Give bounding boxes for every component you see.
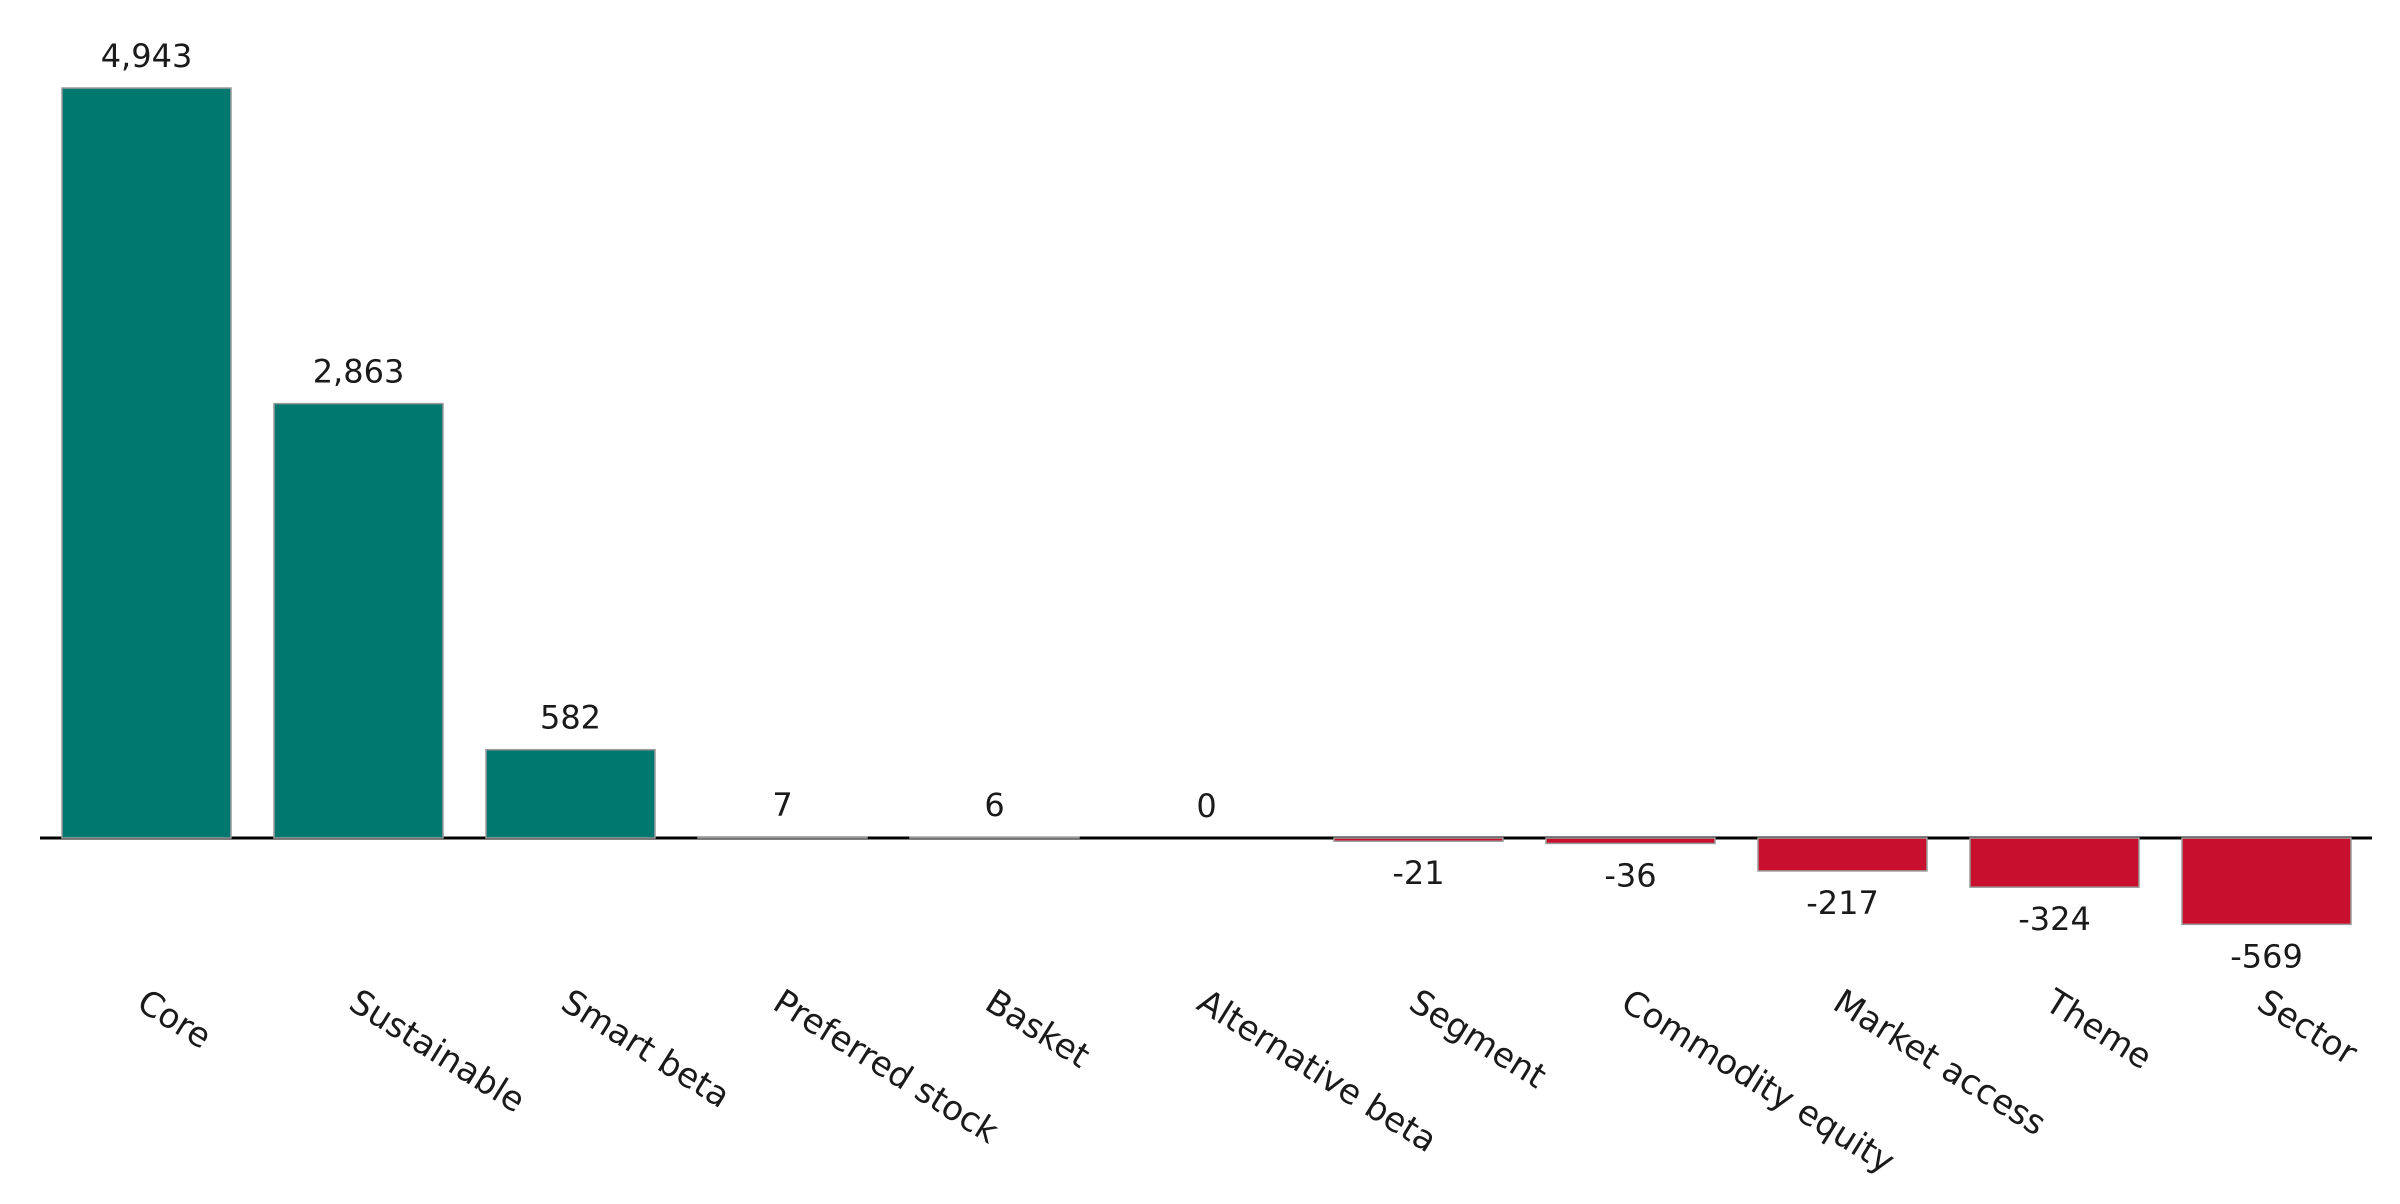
x-tick-label: Segment xyxy=(1402,982,1553,1097)
value-label: 582 xyxy=(540,699,601,737)
bar xyxy=(273,402,444,839)
x-tick-label: Preferred stock xyxy=(766,982,1005,1152)
x-tick-label: Market access xyxy=(1826,982,2053,1144)
bar xyxy=(1545,837,1716,845)
value-label: 6 xyxy=(984,786,1004,824)
value-label: -21 xyxy=(1392,854,1444,892)
value-label: 2,863 xyxy=(313,353,405,391)
bar xyxy=(697,836,868,839)
value-label: -217 xyxy=(1806,884,1879,922)
bar xyxy=(1969,837,2140,888)
value-label: -569 xyxy=(2230,937,2303,975)
bar xyxy=(909,836,1080,839)
value-label: -36 xyxy=(1604,856,1656,894)
bar xyxy=(1757,837,1928,872)
x-tick-label: Basket xyxy=(978,982,1096,1077)
bar xyxy=(1333,837,1504,842)
x-tick-label: Core xyxy=(130,982,218,1058)
x-tick-label: Sustainable xyxy=(342,982,532,1121)
bar xyxy=(61,87,232,839)
value-label: -324 xyxy=(2018,900,2091,938)
value-label: 4,943 xyxy=(101,37,193,75)
value-label: 0 xyxy=(1196,787,1216,825)
x-tick-label: Theme xyxy=(2037,981,2159,1078)
x-tick-label: Smart beta xyxy=(554,982,737,1117)
value-label: 7 xyxy=(772,786,792,824)
bar xyxy=(2181,837,2352,926)
x-tick-label: Sector xyxy=(2250,982,2364,1074)
bar xyxy=(485,748,656,839)
